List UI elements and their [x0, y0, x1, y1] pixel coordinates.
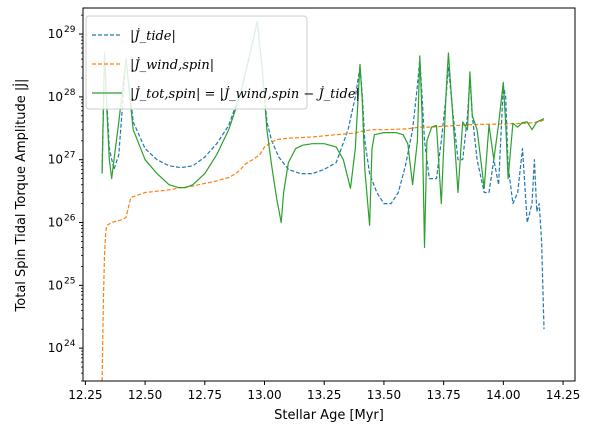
legend-label-tide: |J̇_tide| [130, 28, 176, 44]
x-tick-label: 13.75 [426, 388, 460, 402]
legend: |J̇_tide| |J̇_wind,spin| |J̇_tot,spin| =… [85, 15, 360, 110]
y-tick-label: 10 [48, 278, 63, 292]
y-axis-label: Total Spin Tidal Torque Amplitude |J̇| [14, 79, 29, 313]
legend-label-total: |J̇_tot,spin| = |J̇_wind,spin − J̇_tide| [130, 86, 360, 102]
x-tick-label: 13.00 [247, 388, 281, 402]
x-axis: 12.25 12.50 12.75 13.00 13.25 13.50 13.75 14.00… [68, 381, 580, 402]
y-tick-exponent: 28 [64, 88, 76, 98]
y-tick-exponent: 24 [64, 339, 76, 349]
x-tick-label: 13.50 [367, 388, 401, 402]
x-tick-label: 14.00 [486, 388, 520, 402]
x-tick-label: 12.50 [128, 388, 162, 402]
x-tick-label: 12.75 [188, 388, 222, 402]
x-tick-label: 12.25 [68, 388, 102, 402]
x-tick-label: 14.25 [546, 388, 580, 402]
series-line-wind-spin [101, 119, 545, 381]
y-tick-label: 10 [48, 341, 63, 355]
x-axis-label: Stellar Age [Myr] [274, 408, 384, 423]
y-tick-label: 10 [48, 216, 63, 230]
legend-label-wind: |J̇_wind,spin| [130, 57, 214, 73]
legend-box [85, 15, 308, 110]
y-tick-exponent: 29 [64, 25, 76, 35]
y-tick-label: 10 [48, 153, 63, 167]
y-tick-label: 10 [48, 27, 63, 41]
series-layer [101, 20, 545, 381]
series-line-total-spin [101, 20, 545, 249]
y-tick-label: 10 [48, 90, 63, 104]
y-tick-exponent: 27 [64, 151, 75, 161]
plot-frame [82, 7, 576, 382]
y-tick-exponent: 26 [64, 214, 76, 224]
y-tick-exponent: 25 [64, 276, 75, 286]
x-tick-label: 13.25 [307, 388, 341, 402]
